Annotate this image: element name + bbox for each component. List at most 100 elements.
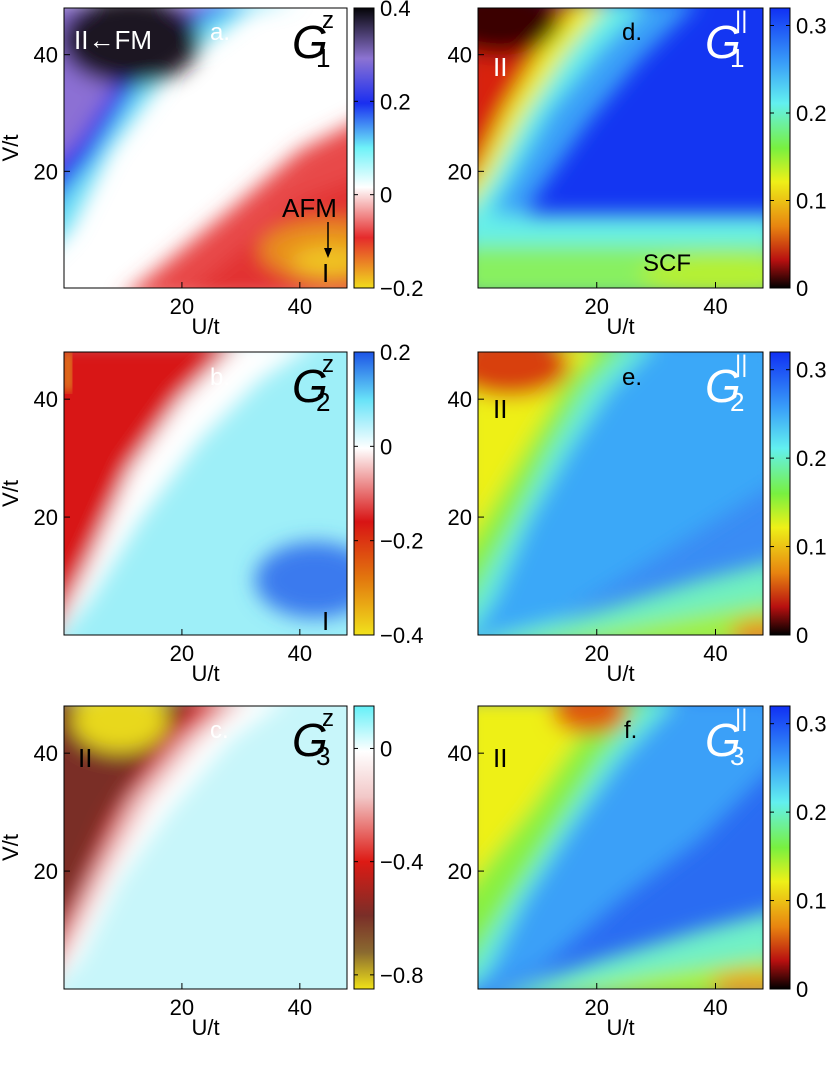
annotation-d-1: SCF — [643, 250, 691, 277]
colorbar-f — [769, 705, 791, 990]
frame-d — [477, 7, 764, 289]
x-axis-label-b: U/t — [191, 661, 219, 686]
x-tick-label-d-0: 20 — [585, 294, 609, 319]
x-tick-label-a-0: 20 — [170, 294, 194, 319]
x-tick-label-f-1: 40 — [703, 995, 727, 1020]
svg-text:G: G — [292, 16, 328, 68]
frame-c — [63, 705, 348, 990]
frame-f — [477, 705, 764, 990]
y-axis-label-b: V/t — [0, 480, 23, 507]
frame-a — [63, 7, 348, 289]
svg-text:z: z — [322, 705, 334, 732]
panel-d: 0.3 0.2 0.1 0 20 40 20 40 U/t d. G 1 || II SCF — [448, 7, 827, 339]
annotation-a-2: I — [322, 258, 329, 288]
panel-a: 0.4 0.2 0 −0.2 20 40 20 40 U/t V/t a. G 1 z II←F… — [0, 0, 423, 339]
panel-e: 0.3 0.2 0.1 0 20 40 20 40 U/t e. G 2 || II — [448, 351, 827, 686]
svg-text:1: 1 — [730, 43, 744, 73]
x-tick-label-d-1: 40 — [703, 294, 727, 319]
svg-text:G: G — [705, 16, 741, 68]
svg-text:z: z — [322, 351, 334, 378]
colorbar-tick-label-a-2: 0 — [380, 183, 392, 208]
svg-text:z: z — [322, 7, 334, 34]
colorbar-tick-label-b-3: −0.4 — [380, 623, 423, 648]
colorbar-tick-label-c-2: −0.8 — [380, 963, 423, 988]
svg-text:1: 1 — [316, 43, 330, 73]
colorbar-tick-label-f-1: 0.2 — [796, 800, 827, 825]
heatmap-c — [64, 706, 347, 989]
x-axis-label-a: U/t — [191, 314, 219, 339]
y-tick-label-e-1: 40 — [448, 387, 472, 412]
panel-label-a: a. — [210, 19, 230, 46]
svg-text:G: G — [705, 714, 741, 766]
y-tick-label-a-1: 40 — [34, 43, 58, 68]
annotation-a-1: AFM — [282, 193, 337, 223]
x-tick-label-a-1: 40 — [288, 294, 312, 319]
y-tick-label-c-1: 40 — [34, 741, 58, 766]
x-tick-label-c-1: 40 — [288, 995, 312, 1020]
colorbar-e — [769, 351, 791, 636]
y-axis-label-a: V/t — [0, 135, 23, 162]
panel-f: 0.3 0.2 0.1 0 20 40 20 40 U/t f. G 3 || II — [448, 705, 827, 1040]
panel-symbol-f: G 3 || — [705, 705, 747, 771]
panel-symbol-d: G 1 || — [705, 7, 747, 73]
annotation-f-0: II — [493, 743, 507, 773]
colorbar-tick-label-a-3: −0.2 — [380, 276, 423, 301]
panel-label-f: f. — [624, 717, 637, 744]
colorbar-tick-label-d-2: 0.1 — [796, 189, 827, 214]
colorbar-tick-label-a-1: 0.2 — [380, 89, 411, 114]
colorbar-tick-label-e-2: 0.1 — [796, 535, 827, 560]
colorbar-tick-label-a-0: 0.4 — [380, 0, 411, 21]
annotation-e-0: II — [493, 394, 507, 424]
panel-label-d: d. — [622, 19, 642, 46]
annotation-d-0: II — [493, 52, 507, 82]
panel-label-e: e. — [622, 364, 642, 391]
svg-text:2: 2 — [316, 387, 330, 417]
y-tick-label-c-0: 20 — [34, 859, 58, 884]
frame-e — [477, 351, 764, 636]
y-tick-label-d-0: 20 — [448, 159, 472, 184]
panel-symbol-e: G 2 || — [705, 351, 747, 417]
y-tick-label-b-1: 40 — [34, 387, 58, 412]
svg-text:G: G — [292, 360, 328, 412]
panel-label-c: c. — [210, 717, 229, 744]
colorbar-tick-label-f-0: 0.3 — [796, 712, 827, 737]
panel-c: 0 −0.4 −0.8 20 40 20 40 U/t V/t c. G 3 z II — [0, 705, 423, 1040]
colorbar-c — [353, 705, 375, 990]
x-tick-label-e-0: 20 — [585, 641, 609, 666]
panel-b: 0.2 0 −0.2 −0.4 20 40 20 40 U/t V/t b. G 2 z I — [0, 340, 423, 686]
colorbar-tick-label-b-0: 0.2 — [380, 340, 411, 365]
y-tick-label-e-0: 20 — [448, 505, 472, 530]
colorbar-tick-label-d-0: 0.3 — [796, 14, 827, 39]
colorbar-tick-label-c-0: 0 — [380, 736, 392, 761]
colorbar-tick-label-e-1: 0.2 — [796, 446, 827, 471]
frame-b — [63, 351, 348, 636]
y-tick-label-d-1: 40 — [448, 43, 472, 68]
svg-text:||: || — [735, 705, 747, 732]
svg-text:G: G — [292, 714, 328, 766]
colorbar-tick-label-d-3: 0 — [796, 276, 808, 301]
heatmap-d — [478, 8, 763, 288]
x-axis-label-e: U/t — [606, 661, 634, 686]
y-tick-label-a-0: 20 — [34, 159, 58, 184]
y-tick-label-f-0: 20 — [448, 859, 472, 884]
colorbar-tick-label-c-1: −0.4 — [380, 850, 423, 875]
x-tick-label-b-1: 40 — [288, 641, 312, 666]
colorbar-tick-label-f-3: 0 — [796, 977, 808, 1002]
colorbar-tick-label-b-2: −0.2 — [380, 529, 423, 554]
x-tick-label-b-0: 20 — [170, 641, 194, 666]
y-tick-label-b-0: 20 — [34, 505, 58, 530]
panel-label-b: b. — [210, 364, 230, 391]
annotation-c-0: II — [78, 743, 92, 773]
svg-text:G: G — [705, 360, 741, 412]
svg-text:3: 3 — [730, 741, 744, 771]
colorbar-d — [769, 7, 791, 289]
colorbar-tick-label-e-3: 0 — [796, 623, 808, 648]
annotation-a-0: II←FM — [74, 25, 152, 55]
x-axis-label-f: U/t — [606, 1015, 634, 1040]
colorbar-a — [353, 7, 375, 289]
heatmap-f — [478, 706, 763, 989]
heatmap-b — [64, 352, 347, 635]
colorbar-tick-label-e-0: 0.3 — [796, 358, 827, 383]
svg-text:||: || — [735, 7, 747, 34]
colorbar-tick-label-d-1: 0.2 — [796, 101, 827, 126]
